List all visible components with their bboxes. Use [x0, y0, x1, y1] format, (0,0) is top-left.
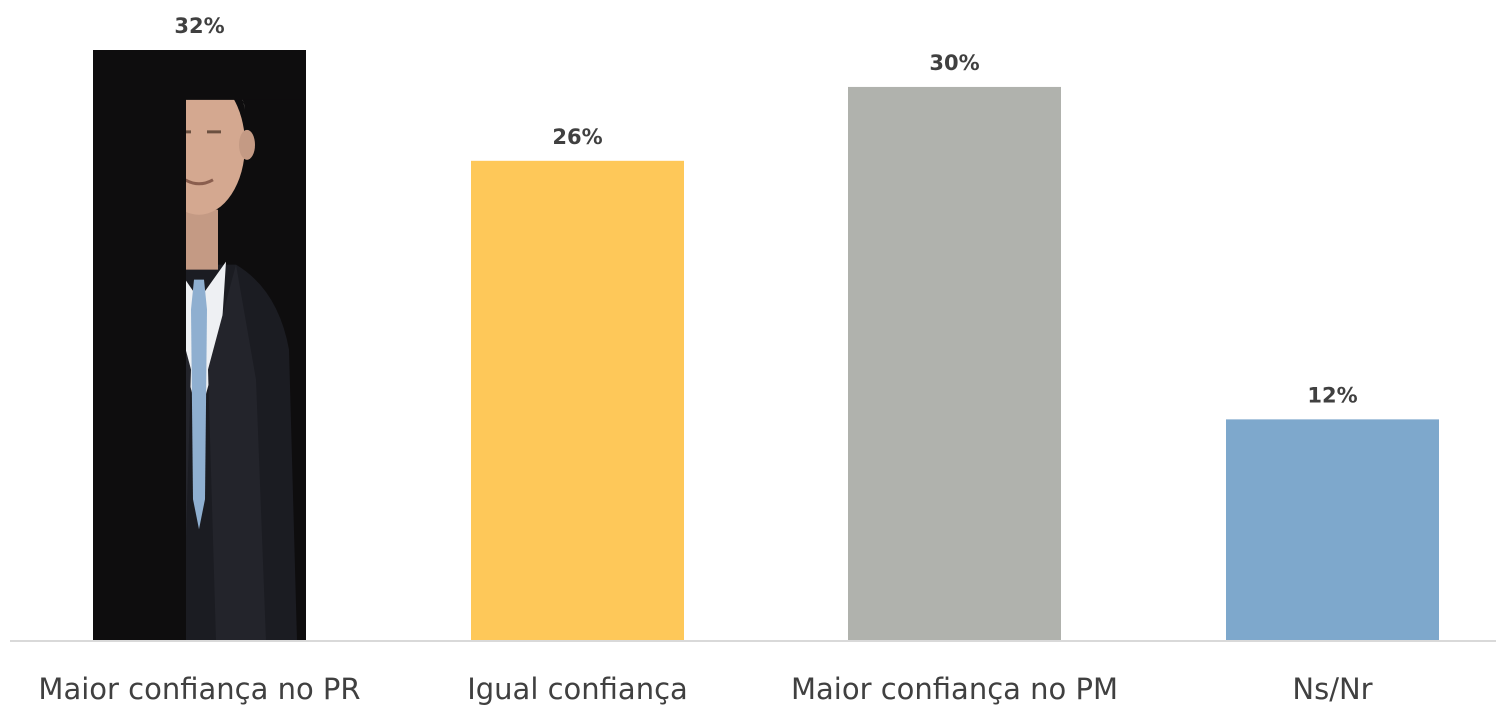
bar-igual-confianca	[471, 160, 684, 641]
bar-maior-confianca-pm	[848, 86, 1061, 641]
bars-layer	[93, 50, 1439, 643]
bar-maior-confianca-pr	[93, 50, 308, 643]
labels-layer: 32% Maior confiança no PR 26% Igual confian…	[38, 14, 1372, 705]
data-label-maior-confianca-pr: 32%	[174, 14, 224, 38]
data-label-maior-confianca-pm: 30%	[929, 51, 979, 75]
bar-ns-nr	[1226, 419, 1439, 641]
category-label-maior-confianca-pr: Maior confiança no PR	[38, 672, 360, 705]
category-label-ns-nr: Ns/Nr	[1292, 672, 1372, 705]
category-label-igual-confianca: Igual confiança	[467, 672, 688, 705]
data-label-igual-confianca: 26%	[552, 125, 602, 149]
category-label-maior-confianca-pm: Maior confiança no PM	[791, 672, 1118, 705]
data-label-ns-nr: 12%	[1307, 383, 1357, 407]
